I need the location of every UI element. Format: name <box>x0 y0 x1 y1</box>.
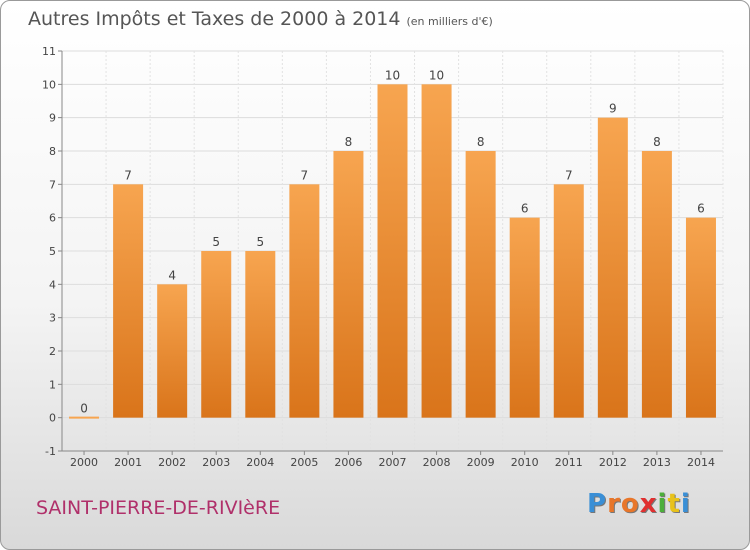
chart-subtitle: (en milliers d'€) <box>406 15 493 28</box>
bar-value-label: 6 <box>697 202 705 216</box>
logo-letter: t <box>667 489 681 519</box>
y-tick-label: 3 <box>49 312 56 325</box>
bar-value-label: 8 <box>653 135 661 149</box>
x-tick-label: 2006 <box>334 456 362 469</box>
y-tick-label: 6 <box>49 212 56 225</box>
bar-2014 <box>685 217 716 418</box>
x-tick-label: 2004 <box>246 456 274 469</box>
y-tick-label: 4 <box>49 278 56 291</box>
bar-2011 <box>553 184 584 418</box>
bar-value-label: 0 <box>80 402 88 416</box>
bar-value-label: 10 <box>385 68 400 82</box>
y-tick-label: 10 <box>42 78 56 91</box>
x-tick-label: 2010 <box>511 456 539 469</box>
x-tick-label: 2014 <box>687 456 715 469</box>
logo-letter: x <box>639 489 658 519</box>
commune-name: SAINT-PIERRE-DE-RIVIèRE <box>36 497 281 519</box>
bar-2001 <box>113 184 144 418</box>
bar-2012 <box>597 117 628 418</box>
logo-letter: i <box>657 489 668 519</box>
y-tick-label: -1 <box>45 445 56 458</box>
logo-letter: o <box>620 489 640 519</box>
bar-2004 <box>245 251 276 418</box>
x-tick-label: 2002 <box>158 456 186 469</box>
bar-value-label: 8 <box>477 135 485 149</box>
y-tick-label: 7 <box>49 178 56 191</box>
x-tick-label: 2012 <box>599 456 627 469</box>
logo-letter: i <box>680 489 691 519</box>
bar-value-label: 8 <box>345 135 353 149</box>
bar-2009 <box>465 151 496 418</box>
x-tick-label: 2013 <box>643 456 671 469</box>
bar-2005 <box>289 184 320 418</box>
bar-value-label: 9 <box>609 102 617 116</box>
y-tick-label: 1 <box>49 378 56 391</box>
bar-2010 <box>509 217 540 418</box>
logo-letter: P <box>587 489 608 519</box>
y-tick-label: 8 <box>49 145 56 158</box>
x-tick-label: 2009 <box>467 456 495 469</box>
y-tick-label: 9 <box>49 112 56 125</box>
x-tick-label: 2008 <box>423 456 451 469</box>
x-tick-label: 2007 <box>379 456 407 469</box>
bar-2002 <box>157 284 188 418</box>
y-tick-label: 5 <box>49 245 56 258</box>
x-tick-label: 2005 <box>290 456 318 469</box>
bar-value-label: 7 <box>565 168 573 182</box>
x-tick-label: 2001 <box>114 456 142 469</box>
bar-value-label: 7 <box>301 168 309 182</box>
y-tick-label: 11 <box>42 45 56 58</box>
bar-value-label: 4 <box>168 268 176 282</box>
bar-value-label: 10 <box>429 68 444 82</box>
y-tick-label: 2 <box>49 345 56 358</box>
bar-value-label: 5 <box>212 235 220 249</box>
bar-2007 <box>377 84 408 418</box>
bar-value-label: 5 <box>256 235 264 249</box>
x-tick-label: 2011 <box>555 456 583 469</box>
bar-2013 <box>641 151 672 418</box>
chart-title: Autres Impôts et Taxes de 2000 à 2014 (en… <box>28 8 493 30</box>
bar-2003 <box>201 251 232 418</box>
chart-title-text: Autres Impôts et Taxes de 2000 à 2014 <box>28 8 401 30</box>
proxiti-logo: Proxiti <box>587 489 691 519</box>
x-tick-label: 2000 <box>70 456 98 469</box>
bar-2006 <box>333 151 364 418</box>
bar-2008 <box>421 84 452 418</box>
bar-value-label: 7 <box>124 168 132 182</box>
bar-value-label: 6 <box>521 202 529 216</box>
logo-letter: r <box>607 489 621 519</box>
x-tick-label: 2003 <box>202 456 230 469</box>
y-tick-label: 0 <box>49 412 56 425</box>
